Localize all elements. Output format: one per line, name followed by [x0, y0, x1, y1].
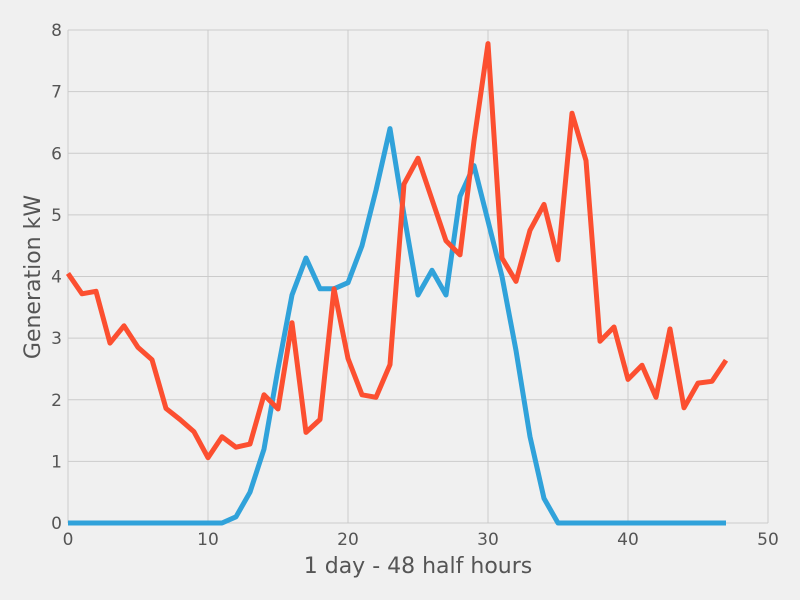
series-line-2	[65, 41, 729, 461]
x-tick-labels: 0 10 20 30 40 50	[63, 530, 779, 550]
y-tick-label: 5	[51, 206, 62, 226]
y-tick-label: 7	[51, 83, 62, 103]
series-layer	[65, 41, 729, 526]
y-tick-label: 3	[51, 329, 62, 349]
x-tick-label: 10	[197, 530, 219, 550]
series-line-1	[68, 126, 726, 526]
x-tick-label: 50	[757, 530, 779, 550]
y-tick-label: 2	[51, 391, 62, 411]
y-tick-label: 8	[51, 21, 62, 41]
x-tick-label: 40	[617, 530, 639, 550]
grid	[67, 29, 769, 524]
x-axis-label: 1 day - 48 half hours	[304, 554, 533, 579]
y-tick-label: 1	[51, 452, 62, 472]
x-tick-label: 0	[63, 530, 74, 550]
y-tick-label: 4	[51, 268, 62, 288]
y-tick-label: 0	[51, 514, 62, 534]
x-tick-label: 30	[477, 530, 499, 550]
y-tick-labels: 0 1 2 3 4 5 6 7 8	[51, 21, 62, 534]
y-axis-label: Generation kW	[21, 195, 46, 359]
y-tick-label: 6	[51, 144, 62, 164]
x-tick-label: 20	[337, 530, 359, 550]
